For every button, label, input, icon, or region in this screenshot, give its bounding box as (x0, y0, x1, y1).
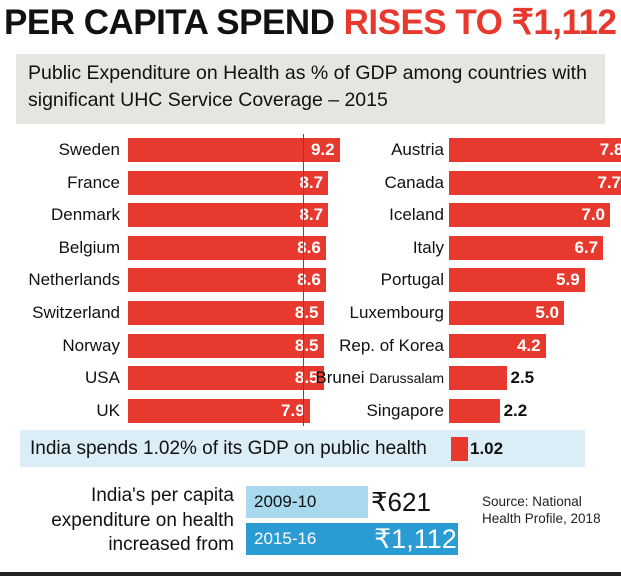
value-label-portugal: 5.9 (556, 270, 580, 290)
value-label-italy: 6.7 (574, 237, 599, 257)
value-label-denmark: 8.7 (299, 205, 324, 225)
bar-singapore (449, 398, 500, 423)
india-value: 1.02 (470, 439, 504, 458)
country-label-switzerland: Switzerland (32, 303, 120, 322)
bar-denmark (128, 203, 329, 228)
bar-rep-of-korea (449, 333, 546, 358)
value-label-switzerland: 8.5 (294, 303, 319, 322)
value-label-austria: 7.8 (599, 140, 621, 159)
source-note: Source: National Health Profile, 2018 (482, 494, 601, 526)
india-statement: India spends 1.02% of its GDP on public … (30, 438, 427, 459)
country-label-norway: Norway (62, 335, 120, 355)
period-2009-10: 2009-10 (246, 486, 368, 518)
amount-2009-10: ₹621 (371, 487, 431, 517)
value-label-belgium: 8.6 (297, 237, 321, 257)
bar-netherlands (128, 268, 326, 293)
value-label-france: 8.7 (299, 172, 324, 192)
value-label-iceland: 7.0 (581, 205, 605, 225)
value-label-luxembourg: 5.0 (535, 303, 559, 322)
bottom-rule (0, 572, 621, 576)
value-label-norway: 8.5 (294, 335, 319, 355)
country-label-portugal: Portugal (380, 270, 444, 290)
bar-iceland (449, 203, 610, 228)
country-label-singapore: Singapore (366, 400, 444, 420)
value-label-sweden: 9.2 (310, 140, 335, 159)
headline-part1: PER CAPITA SPEND (4, 3, 344, 42)
bar-norway (128, 333, 324, 358)
bar-austria (449, 138, 621, 162)
country-label-uk: UK (96, 400, 120, 420)
country-label-rep-of-korea: Rep. of Korea (339, 335, 444, 355)
country-label-italy: Italy (412, 237, 444, 257)
value-label-netherlands: 8.6 (297, 270, 321, 290)
country-label-iceland: Iceland (389, 205, 444, 225)
value-label-uk: 7.9 (281, 400, 305, 420)
country-label-belgium: Belgium (58, 237, 120, 257)
bar-uk (128, 398, 310, 423)
bar-italy (449, 235, 604, 260)
period-2015-16: 2015-16 (246, 523, 458, 555)
bar-usa (128, 366, 324, 391)
country-label-austria: Austria (391, 140, 444, 159)
country-label-denmark: Denmark (51, 205, 120, 225)
headline-part2: RISES TO ₹1,112 (343, 3, 617, 42)
country-label-france: France (67, 172, 120, 192)
per-capita-text: India's per capita expenditure on health… (51, 485, 234, 555)
india-row: India spends 1.02% of its GDP on public … (20, 430, 585, 467)
country-label-sweden: Sweden (58, 140, 120, 159)
country-label-canada: Canada (384, 172, 444, 192)
bar-brunei-darussalam (449, 366, 507, 391)
headline: PER CAPITA SPEND RISES TO ₹1,112 (0, 0, 621, 48)
bar-canada (449, 170, 621, 195)
value-label-usa: 8.5 (294, 368, 319, 388)
bar-sweden (128, 138, 340, 162)
country-label-netherlands: Netherlands (28, 270, 120, 290)
chart-subtitle: Public Expenditure on Health as % of GDP… (16, 54, 605, 124)
value-label-canada: 7.7 (597, 172, 621, 192)
value-label-brunei-darussalam: 2.5 (510, 368, 535, 388)
country-label-luxembourg: Luxembourg (349, 303, 444, 322)
country-label-brunei-darussalam: Brunei Darussalam (315, 368, 444, 388)
amount-2015-16: ₹1,112 (374, 524, 457, 554)
value-label-singapore: 2.2 (503, 400, 528, 420)
bar-belgium (128, 235, 326, 260)
panel-divider (303, 134, 304, 426)
bar-switzerland (128, 301, 324, 325)
value-label-rep-of-korea: 4.2 (516, 335, 541, 355)
bar-portugal (449, 268, 585, 293)
india-bar (451, 437, 468, 461)
country-label-usa: USA (85, 368, 120, 388)
bar-france (128, 170, 329, 195)
bar-luxembourg (449, 301, 564, 325)
